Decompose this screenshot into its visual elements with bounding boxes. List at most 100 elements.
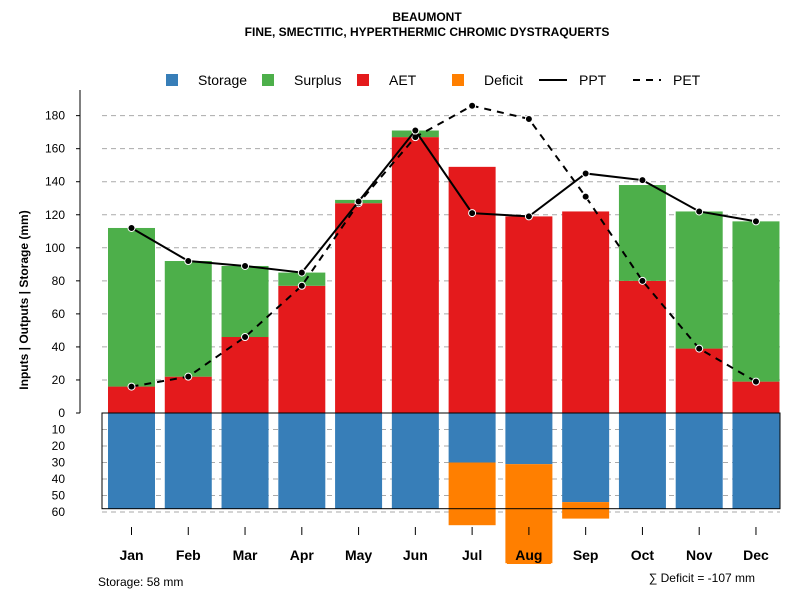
point-ppt-may [354,197,363,206]
month-label-oct: Oct [631,547,655,563]
bar-aet-aug [505,216,553,413]
point-pet-dec [751,377,760,386]
chart-subtitle: FINE, SMECTITIC, HYPERTHERMIC CHROMIC DY… [245,25,610,39]
bar-storage-nov [675,413,723,509]
bar-aet-apr [278,285,326,413]
line-ppt [130,128,757,274]
y-tick-label-lower: 30 [52,456,66,470]
bar-aet-dec [732,381,780,413]
bar-aet-sep [562,211,610,413]
bar-surplus-feb [164,261,212,377]
bar-surplus-oct [618,185,666,281]
legend: Storage Surplus AET Deficit PPT PET [166,72,701,88]
bar-aet-jan [108,386,155,413]
point-ppt-mar [241,261,250,270]
bar-aet-feb [164,376,212,413]
y-tick-label: 80 [52,274,66,288]
bar-storage-jul [448,413,496,463]
y-tick-label-lower: 10 [52,423,66,437]
bar-surplus-nov [675,211,723,349]
legend-label-deficit: Deficit [484,72,523,88]
axes: 0 20 40 60 80 100 120 140 160 180 10 20 30 40 50 60 Jan F… [45,90,769,564]
point-ppt-sep [581,169,590,178]
bar-storage-apr [278,413,326,509]
legend-label-surplus: Surplus [294,72,341,88]
bar-storage-mar [221,413,269,509]
month-highlight [506,546,551,564]
bar-surplus-apr [278,272,326,286]
month-label-apr: Apr [290,547,315,563]
y-tick-label: 120 [45,208,65,222]
y-tick-label: 180 [45,109,65,123]
bar-storage-aug [505,413,553,465]
legend-swatch-aet [357,74,369,86]
bar-deficit-jul [448,462,496,526]
point-ppt-feb [184,257,193,266]
gridlines [102,115,780,513]
month-label-jan: Jan [119,547,143,563]
bars [101,130,781,564]
y-tick-label-lower: 20 [52,439,66,453]
point-pet-aug [524,114,533,123]
point-pet-sep [581,192,590,201]
month-label-sep: Sep [573,547,599,563]
y-tick-label: 60 [52,307,66,321]
bar-storage-dec [732,413,780,509]
point-ppt-jan [127,223,136,232]
deficit-note: ∑ Deficit = -107 mm [649,571,755,585]
legend-swatch-deficit [452,74,464,86]
y-tick-label: 20 [52,373,66,387]
point-ppt-oct [638,176,647,185]
bar-surplus-dec [732,221,780,382]
y-tick-label: 40 [52,340,66,354]
point-pet-mar [241,333,250,342]
chart-title: BEAUMONT [392,10,462,24]
bar-aet-may [335,203,383,413]
y-tick-label-lower: 50 [52,489,66,503]
month-label-jun: Jun [403,547,428,563]
series-lines [127,101,760,391]
legend-swatch-surplus [262,74,274,86]
month-label-dec: Dec [743,547,769,563]
y-tick-label-lower: 40 [52,472,66,486]
legend-label-aet: AET [389,72,417,88]
month-label-nov: Nov [686,547,713,563]
bar-storage-sep [562,413,610,503]
bar-aet-mar [221,337,269,413]
bar-aet-oct [618,280,666,413]
y-tick-label: 100 [45,241,65,255]
point-ppt-aug [524,212,533,221]
month-label-mar: Mar [233,547,258,563]
month-label-aug: Aug [515,547,542,563]
legend-label-ppt: PPT [579,72,607,88]
point-ppt-dec [751,217,760,226]
bar-storage-jun [391,413,439,509]
month-label-may: May [345,547,372,563]
y-tick-label: 160 [45,142,65,156]
y-tick-label-lower: 60 [52,505,66,519]
y-axis-label: Inputs | Outputs | Storage (mm) [17,210,31,389]
point-ppt-apr [297,268,306,277]
bar-aet-jun [391,137,439,413]
bar-storage-oct [618,413,666,509]
y-tick-label: 140 [45,175,65,189]
point-pet-jan [127,382,136,391]
storage-capacity-box [101,412,781,510]
legend-swatch-storage [166,74,178,86]
point-pet-jul [468,101,477,110]
legend-label-storage: Storage [198,72,247,88]
bar-storage-feb [164,413,212,509]
bar-aet-nov [675,348,723,413]
y-tick-label: 0 [58,406,65,420]
bar-surplus-mar [221,265,269,338]
bar-aet-jul [448,166,496,413]
point-ppt-jun [411,126,420,135]
point-pet-oct [638,276,647,285]
bar-storage-jan [108,413,155,509]
month-label-feb: Feb [176,547,201,563]
point-ppt-nov [695,207,704,216]
bar-deficit-sep [562,502,610,519]
point-pet-feb [184,372,193,381]
bar-surplus-jan [108,227,155,387]
